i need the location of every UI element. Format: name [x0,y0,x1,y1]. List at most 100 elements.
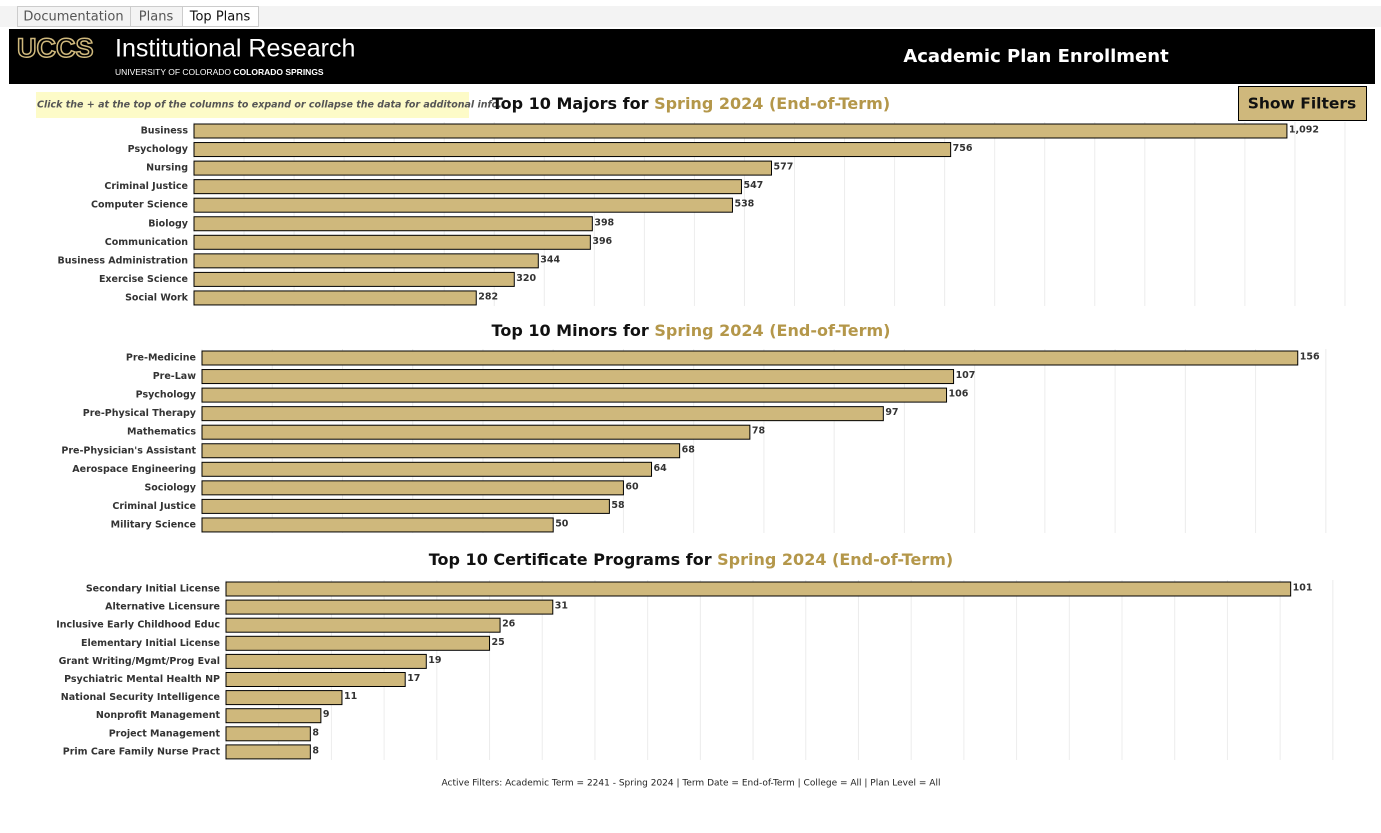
value-label: 106 [949,389,969,400]
header-bar [9,29,1375,84]
chart-title-term: Spring 2024 (End-of-Term) [654,94,890,113]
value-label: 107 [956,370,976,381]
value-label: 756 [953,143,973,154]
bar [225,635,491,651]
bar [201,517,554,533]
value-label: 8 [312,745,319,756]
value-label: 17 [407,673,420,684]
category-label: Business Administration [58,255,189,266]
category-label: Sociology [144,482,196,493]
bar [225,653,427,669]
bar [193,142,952,158]
bar [193,179,742,195]
tabs: Documentation Plans Top Plans [17,6,259,27]
category-label: Criminal Justice [112,501,196,512]
value-label: 26 [502,619,516,630]
bar [225,708,322,724]
chart-title: Top 10 Minors for Spring 2024 (End-of-Te… [492,321,891,340]
value-label: 9 [323,709,330,720]
bar [225,672,406,687]
value-label: 8 [312,727,319,738]
value-label: 538 [734,199,754,210]
category-label: Prim Care Family Nurse Pract [63,746,221,757]
tab-bar [0,6,1381,27]
category-label: Aerospace Engineering [72,464,196,475]
tab-label[interactable]: Plans [139,10,174,25]
bar [193,123,1288,139]
value-label: 97 [885,407,898,418]
category-label: Psychology [136,390,197,401]
campus: COLORADO SPRINGS [233,67,324,77]
tab[interactable] [182,6,259,27]
bar [193,271,515,287]
value-label: 344 [540,254,560,265]
value-label: 68 [682,444,696,455]
value-label: 547 [743,180,763,191]
category-label: National Security Intelligence [61,692,220,703]
footer: Active Filters: Academic Term = 2241 - S… [442,779,941,789]
unit-name: Institutional Research [115,35,355,63]
university: UNIVERSITY OF COLORADO [115,67,231,77]
bar [201,480,624,496]
value-label: 1,092 [1289,125,1319,136]
bar [193,197,733,213]
value-label: 25 [492,637,505,648]
note-box [36,92,469,118]
chart-title-text: Top 10 Certificate Programs for [429,550,712,569]
category-label: Social Work [125,292,189,303]
tab-label[interactable]: Documentation [23,10,123,25]
category-label: Pre-Physician's Assistant [61,445,196,456]
value-label: 101 [1293,583,1313,594]
chart-title: Top 10 Certificate Programs for Spring 2… [429,550,953,569]
chart-title-term: Spring 2024 (End-of-Term) [654,321,890,340]
bar [193,290,477,306]
category-label: Project Management [109,728,221,739]
logo: UCCS [17,33,94,63]
value-label: 156 [1300,352,1320,363]
category-label: Secondary Initial License [86,584,220,595]
category-label: Military Science [111,519,196,530]
category-label: Elementary Initial License [81,638,220,649]
chart-title-text: Top 10 Majors for [492,94,649,113]
value-label: 58 [611,500,625,511]
chart-title-text: Top 10 Minors for [492,321,649,340]
bar [201,406,884,422]
value-label: 396 [592,236,612,247]
category-label: Psychology [128,144,189,155]
chart-title-term: Spring 2024 (End-of-Term) [717,550,953,569]
category-label: Pre-Physical Therapy [83,408,197,419]
note: Click the + at the top of the columns to… [37,100,502,111]
value-label: 60 [625,481,639,492]
category-label: Psychiatric Mental Health NP [64,674,220,685]
value-label: 398 [594,217,614,228]
category-label: Criminal Justice [104,181,188,192]
category-label: Pre-Law [153,371,196,382]
bar [225,690,343,706]
tab-label[interactable]: Top Plans [189,10,251,25]
university-name: UNIVERSITY OF COLORADO COLORADO SPRINGS [115,67,324,77]
category-label: Nonprofit Management [96,710,221,721]
bar [193,216,593,232]
value-label: 50 [555,518,569,529]
value-label: 78 [752,426,766,437]
show-filters-label[interactable]: Show Filters [1248,95,1357,113]
show-filters-button[interactable] [1238,86,1367,121]
category-label: Alternative Licensure [105,602,220,613]
category-label: Grant Writing/Mgmt/Prog Eval [59,656,220,667]
bar [193,253,539,269]
bar [225,581,1292,597]
category-label: Business [141,126,189,137]
value-label: 282 [478,291,498,302]
bar [201,369,955,385]
bar [193,160,772,176]
bar [201,498,610,514]
category-label: Nursing [146,163,188,174]
category-label: Exercise Science [99,274,188,285]
value-label: 31 [555,601,568,612]
bar [225,617,501,633]
value-label: 64 [654,463,668,474]
value-label: 320 [516,273,536,284]
bar [201,443,681,459]
